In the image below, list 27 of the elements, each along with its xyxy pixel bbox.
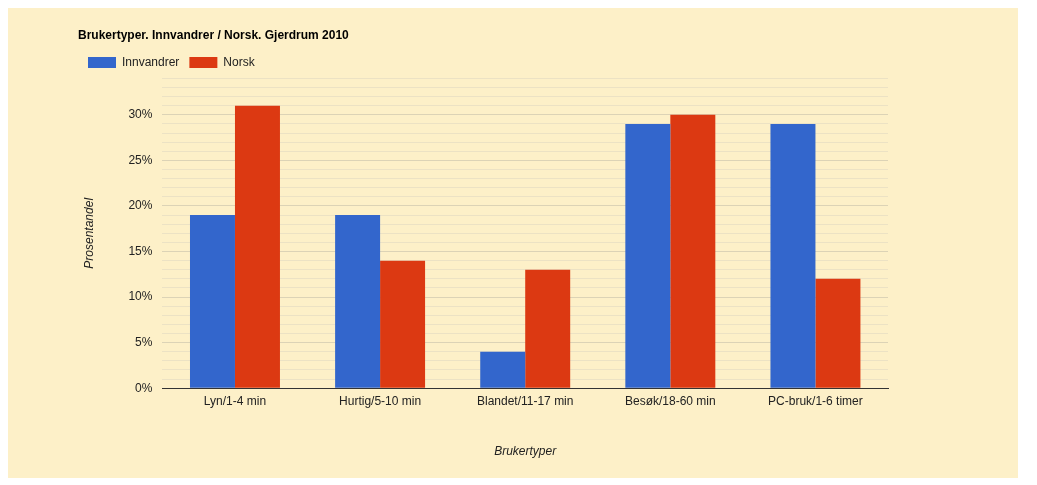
x-tick-label: Blandet/11-17 min xyxy=(476,393,574,408)
x-axis-title: Brukertyper xyxy=(494,444,558,459)
x-tick-label: Lyn/1-4 min xyxy=(203,393,267,408)
x-tick-label: Besøk/18-60 min xyxy=(624,393,716,408)
bar xyxy=(335,215,381,388)
y-tick-label: 0% xyxy=(135,380,153,395)
bar xyxy=(770,123,816,388)
y-tick-label: 5% xyxy=(135,334,153,349)
y-tick-label: 10% xyxy=(128,289,153,304)
y-tick-label: 25% xyxy=(128,152,153,167)
y-axis-title: Prosentandel xyxy=(81,197,96,269)
bar xyxy=(234,105,280,388)
legend-label: Innvandrer xyxy=(122,54,180,69)
bar xyxy=(189,215,235,388)
y-tick-label: 20% xyxy=(128,198,153,213)
chart-title: Brukertyper. Innvandrer / Norsk. Gjerdrum 2010 xyxy=(78,27,350,42)
bar xyxy=(480,351,526,388)
y-tick-label: 30% xyxy=(128,107,153,122)
bar xyxy=(380,260,426,388)
bar xyxy=(815,278,861,388)
bar xyxy=(525,269,571,388)
y-tick-label: 15% xyxy=(128,243,153,258)
legend-label: Norsk xyxy=(223,54,256,69)
bar xyxy=(625,123,671,388)
x-tick-label: PC-bruk/1-6 timer xyxy=(768,393,863,408)
bar xyxy=(670,114,716,388)
x-tick-label: Hurtig/5-10 min xyxy=(339,393,422,408)
